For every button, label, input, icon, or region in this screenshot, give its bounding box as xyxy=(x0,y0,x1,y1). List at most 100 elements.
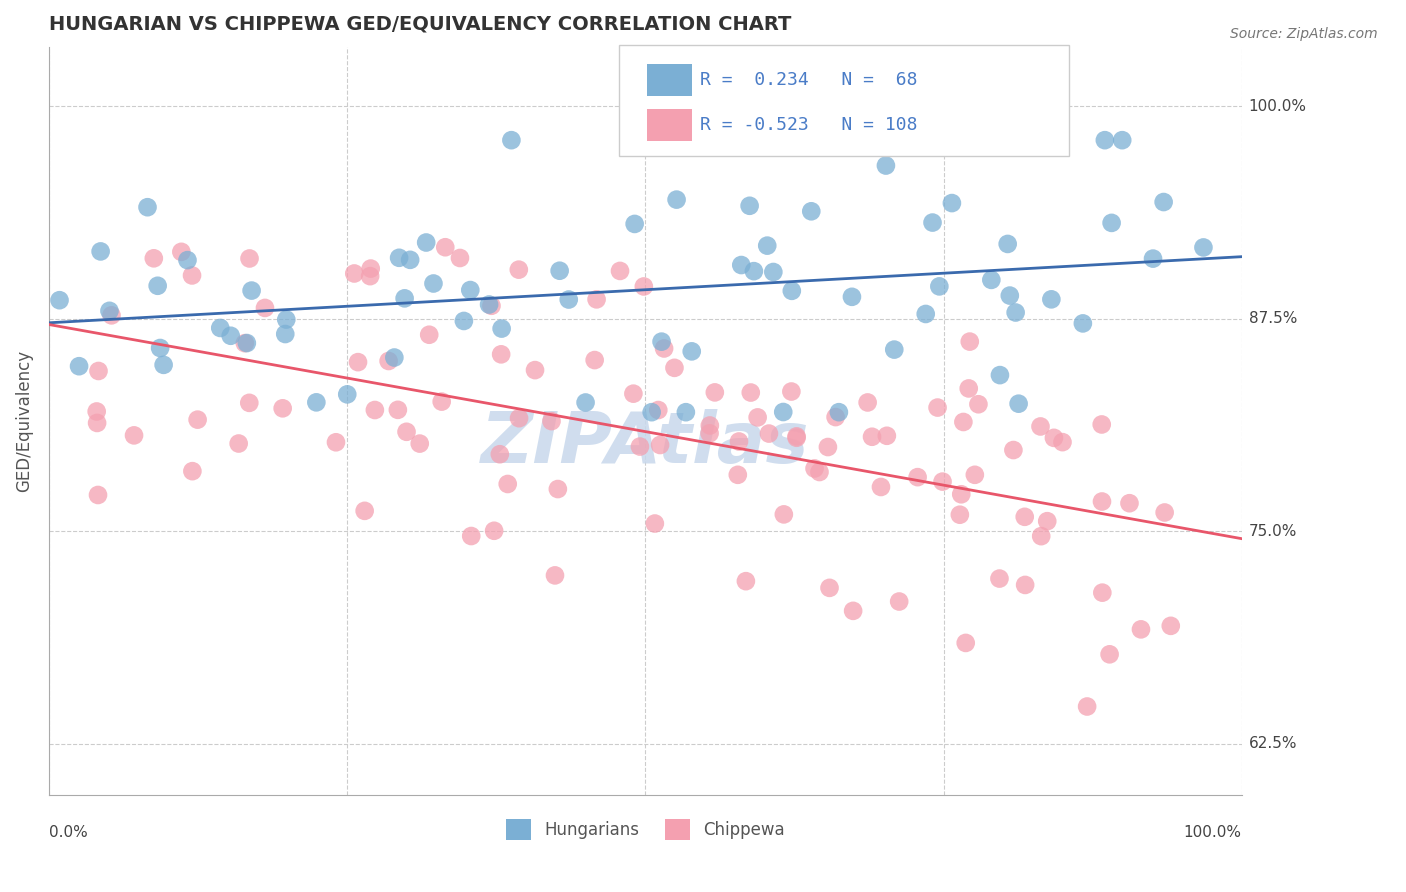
Point xyxy=(628,440,651,454)
Point xyxy=(727,467,749,482)
Point xyxy=(1004,305,1026,319)
Point xyxy=(780,284,803,298)
Point xyxy=(359,269,381,284)
Point xyxy=(703,385,725,400)
Point xyxy=(364,403,387,417)
Point xyxy=(931,475,953,489)
Point xyxy=(146,278,169,293)
Point xyxy=(149,341,172,355)
Point xyxy=(274,326,297,341)
Text: 62.5%: 62.5% xyxy=(1249,736,1298,751)
Point xyxy=(488,447,510,461)
Point xyxy=(394,291,416,305)
Point xyxy=(699,426,721,441)
Point xyxy=(758,426,780,441)
Point xyxy=(747,410,769,425)
Point xyxy=(360,261,382,276)
Point xyxy=(336,387,359,401)
Point xyxy=(699,418,721,433)
Point xyxy=(236,336,259,351)
Point xyxy=(481,299,503,313)
Point xyxy=(353,504,375,518)
Point xyxy=(609,264,631,278)
Point xyxy=(501,133,523,147)
Text: ZIPAtlas: ZIPAtlas xyxy=(481,409,810,477)
Point xyxy=(585,293,607,307)
Point xyxy=(152,358,174,372)
Point xyxy=(547,482,569,496)
Point xyxy=(219,328,242,343)
Point xyxy=(738,199,761,213)
Point xyxy=(665,193,688,207)
Point xyxy=(841,290,863,304)
Point xyxy=(508,411,530,425)
Point xyxy=(907,470,929,484)
Text: R = -0.523   N = 108: R = -0.523 N = 108 xyxy=(700,116,918,134)
Point xyxy=(1014,509,1036,524)
Point xyxy=(434,240,457,254)
Point xyxy=(1052,435,1074,450)
Text: 87.5%: 87.5% xyxy=(1249,311,1296,326)
Point xyxy=(786,431,808,445)
Point xyxy=(87,488,110,502)
Point xyxy=(1142,252,1164,266)
Point xyxy=(1098,648,1121,662)
Point xyxy=(574,395,596,409)
Point xyxy=(176,253,198,268)
Point xyxy=(980,273,1002,287)
Point xyxy=(238,252,260,266)
Point xyxy=(803,461,825,475)
Text: Source: ZipAtlas.com: Source: ZipAtlas.com xyxy=(1230,27,1378,41)
Point xyxy=(997,236,1019,251)
Point xyxy=(856,395,879,409)
Point xyxy=(762,265,785,279)
Point xyxy=(1029,419,1052,434)
Point xyxy=(780,384,803,399)
Point xyxy=(928,279,950,293)
Point xyxy=(772,405,794,419)
Point xyxy=(1192,240,1215,254)
Point xyxy=(489,347,512,361)
Point xyxy=(728,434,751,449)
Point xyxy=(558,293,581,307)
Point xyxy=(876,429,898,443)
Point xyxy=(952,415,974,429)
Point xyxy=(828,405,851,419)
Point xyxy=(959,334,981,349)
Point xyxy=(142,252,165,266)
Point xyxy=(100,309,122,323)
Point xyxy=(508,262,530,277)
Point xyxy=(347,355,370,369)
Point xyxy=(914,307,936,321)
Point xyxy=(449,251,471,265)
Point xyxy=(647,403,669,417)
Point xyxy=(1031,529,1053,543)
Point xyxy=(478,297,501,311)
Point xyxy=(90,244,112,259)
Point xyxy=(1101,216,1123,230)
Point xyxy=(482,524,505,538)
Point xyxy=(276,312,298,326)
Point xyxy=(651,334,673,349)
Point xyxy=(458,283,481,297)
Point xyxy=(453,314,475,328)
Text: 100.0%: 100.0% xyxy=(1184,824,1241,839)
Text: 0.0%: 0.0% xyxy=(49,824,87,839)
Point xyxy=(430,394,453,409)
Point xyxy=(633,279,655,293)
Point xyxy=(1040,293,1063,307)
Point xyxy=(800,204,823,219)
Point xyxy=(548,264,571,278)
Point xyxy=(988,572,1011,586)
Point xyxy=(1036,514,1059,528)
Point xyxy=(1091,585,1114,599)
Point xyxy=(875,159,897,173)
Point xyxy=(1094,133,1116,147)
Point xyxy=(927,401,949,415)
Point xyxy=(1076,699,1098,714)
Point xyxy=(664,360,686,375)
Point xyxy=(772,508,794,522)
Point xyxy=(136,200,159,214)
Point xyxy=(544,568,567,582)
Point xyxy=(681,344,703,359)
